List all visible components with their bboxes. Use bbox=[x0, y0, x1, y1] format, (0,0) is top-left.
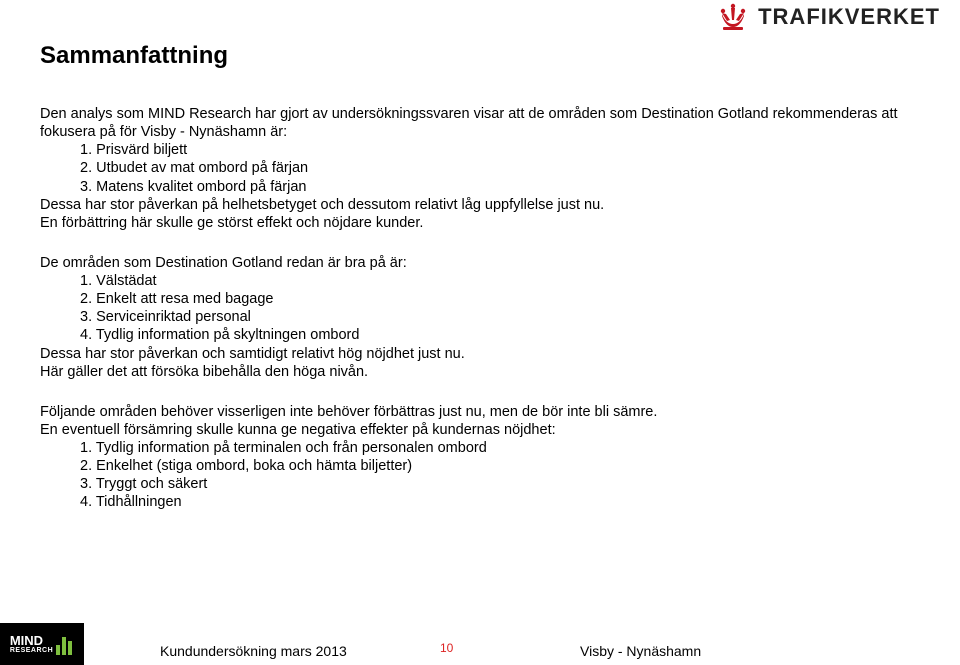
bars-icon bbox=[56, 633, 74, 655]
list-item: 2. Enkelhet (stiga ombord, boka och hämt… bbox=[80, 457, 920, 475]
list-item: 1. Prisvärd biljett bbox=[80, 141, 920, 159]
list-item: 3. Matens kvalitet ombord på färjan bbox=[80, 178, 920, 196]
list-item: 1. Välstädat bbox=[80, 272, 920, 290]
intro-tail: Dessa har stor påverkan på helhetsbetyge… bbox=[40, 196, 920, 214]
good-list: 1. Välstädat 2. Enkelt att resa med baga… bbox=[40, 272, 920, 345]
keep-lead: En eventuell försämring skulle kunna ge … bbox=[40, 421, 920, 439]
list-item: 2. Utbudet av mat ombord på färjan bbox=[80, 159, 920, 177]
keep-list: 1. Tydlig information på terminalen och … bbox=[40, 439, 920, 512]
list-item: 4. Tidhållningen bbox=[80, 493, 920, 511]
intro-list: 1. Prisvärd biljett 2. Utbudet av mat om… bbox=[40, 141, 920, 195]
list-item: 3. Serviceinriktad personal bbox=[80, 308, 920, 326]
footer-page-number: 10 bbox=[440, 641, 453, 655]
keep-lead: Följande områden behöver visserligen int… bbox=[40, 403, 920, 421]
good-tail: Dessa har stor påverkan och samtidigt re… bbox=[40, 345, 920, 363]
header-logo-text: TRAFIKVERKET bbox=[758, 4, 940, 30]
header-logo: TRAFIKVERKET bbox=[716, 2, 940, 32]
list-item: 4. Tydlig information på skyltningen omb… bbox=[80, 326, 920, 344]
keep-block: Följande områden behöver visserligen int… bbox=[40, 403, 920, 512]
intro-lead: Den analys som MIND Research har gjort a… bbox=[40, 105, 920, 141]
intro-tail: En förbättring här skulle ge störst effe… bbox=[40, 214, 920, 232]
footer: MIND RESEARCH Kundundersökning mars 2013… bbox=[0, 623, 960, 665]
list-item: 3. Tryggt och säkert bbox=[80, 475, 920, 493]
footer-logo-bottom: RESEARCH bbox=[10, 647, 53, 654]
mind-research-logo: MIND RESEARCH bbox=[0, 623, 84, 665]
intro-block: Den analys som MIND Research har gjort a… bbox=[40, 105, 920, 232]
content: Den analys som MIND Research har gjort a… bbox=[40, 105, 920, 534]
footer-route-label: Visby - Nynäshamn bbox=[580, 643, 701, 659]
good-block: De områden som Destination Gotland redan… bbox=[40, 254, 920, 381]
list-item: 1. Tydlig information på terminalen och … bbox=[80, 439, 920, 457]
footer-survey-label: Kundundersökning mars 2013 bbox=[160, 643, 347, 659]
good-lead: De områden som Destination Gotland redan… bbox=[40, 254, 920, 272]
good-tail: Här gäller det att försöka bibehålla den… bbox=[40, 363, 920, 381]
footer-logo-top: MIND bbox=[10, 634, 53, 647]
page-title: Sammanfattning bbox=[40, 42, 228, 70]
list-item: 2. Enkelt att resa med bagage bbox=[80, 290, 920, 308]
trafikverket-crown-icon bbox=[716, 2, 750, 32]
